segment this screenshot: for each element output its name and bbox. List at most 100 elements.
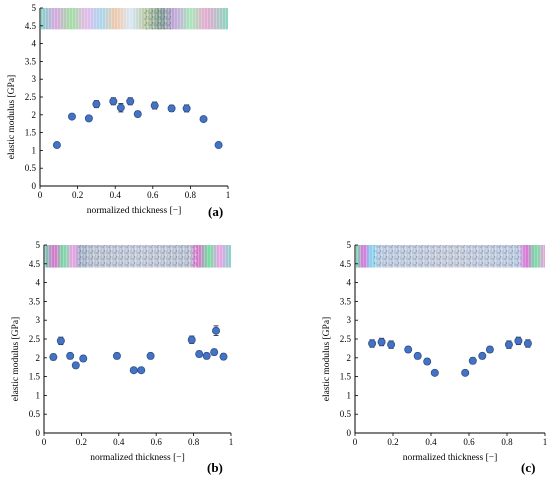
- y-tick-label: 4: [32, 39, 37, 49]
- x-tick-label: 0.6: [463, 437, 475, 447]
- x-tick-label: 0.4: [425, 437, 437, 447]
- y-tick-label: 2: [32, 110, 37, 120]
- data-point: [387, 340, 396, 349]
- y-tick-label: 0: [32, 181, 37, 191]
- y-tick-label: 4: [347, 278, 352, 288]
- y-tick-label: 2: [36, 353, 41, 363]
- y-tick-label: 4.5: [29, 259, 41, 269]
- x-tick-label: 1: [226, 190, 231, 200]
- data-point: [71, 361, 80, 370]
- x-tick-label: 0.6: [151, 437, 163, 447]
- data-point: [468, 356, 477, 365]
- data-point: [219, 352, 228, 361]
- x-tick-label: 0: [353, 437, 358, 447]
- y-tick-label: 4.5: [340, 259, 352, 269]
- y-tick-label: 1: [347, 390, 352, 400]
- data-point: [126, 97, 135, 106]
- x-tick-label: 0.8: [501, 437, 513, 447]
- y-tick-label: 3: [32, 74, 37, 84]
- data-point: [146, 351, 155, 360]
- data-point: [49, 353, 58, 362]
- data-point: [404, 345, 413, 354]
- data-point: [377, 338, 386, 347]
- data-point: [423, 357, 432, 366]
- y-tick-label: 3.5: [29, 296, 41, 306]
- data-point: [478, 351, 487, 360]
- y-axis-label: elastic modulus [GPa]: [322, 317, 332, 401]
- data-point: [116, 103, 125, 112]
- data-point: [187, 335, 196, 344]
- data-point: [92, 100, 101, 109]
- y-tick-label: 0: [36, 428, 41, 438]
- data-point: [461, 368, 470, 377]
- x-tick-label: 0.8: [188, 437, 200, 447]
- x-tick-label: 1: [229, 437, 234, 447]
- y-tick-label: 3.5: [340, 296, 352, 306]
- data-point: [167, 104, 176, 113]
- data-point: [485, 345, 494, 354]
- x-tick-label: 0.2: [72, 190, 83, 200]
- data-point: [413, 351, 422, 360]
- y-tick-label: 2: [347, 353, 352, 363]
- data-point: [109, 97, 118, 106]
- chart-panel-c: 0 0.5 1 1.5 2 2.5 3 3.5 4 4.5 5 0 0.2 0.4 0.6 0.8 1 norma…: [322, 240, 547, 475]
- y-tick-label: 1: [36, 390, 41, 400]
- y-tick-label: 0.5: [25, 163, 37, 173]
- data-point: [212, 326, 221, 335]
- chart-panel-a: 0 0.5 1 1.5 2 2.5 3 3.5 4 4.5 5 0 0.2 0.4 0.6 0.8 1 norma…: [7, 3, 230, 219]
- y-tick-label: 4.5: [25, 21, 37, 31]
- x-tick-label: 0.4: [110, 190, 122, 200]
- data-point: [368, 339, 377, 348]
- x-tick-label: 1: [543, 437, 548, 447]
- data-point: [514, 336, 523, 345]
- x-tick-label: 0.6: [147, 190, 159, 200]
- y-tick-label: 5: [36, 240, 41, 250]
- data-point: [137, 366, 146, 375]
- y-tick-label: 2.5: [25, 92, 37, 102]
- inset-image-stripes: [41, 8, 228, 30]
- data-point: [67, 112, 76, 121]
- data-point: [195, 350, 204, 359]
- y-tick-label: 0.5: [29, 409, 41, 419]
- y-tick-label: 3: [347, 315, 352, 325]
- x-tick-label: 0.8: [185, 190, 197, 200]
- data-point: [199, 115, 208, 124]
- y-tick-label: 0.5: [340, 409, 352, 419]
- y-tick-label: 1.5: [29, 372, 41, 382]
- y-tick-label: 1.5: [340, 372, 352, 382]
- inset-image-texture: [143, 8, 172, 30]
- panel-label: (c): [521, 460, 535, 475]
- x-tick-label: 0.2: [387, 437, 398, 447]
- x-axis-label: normalized thickness [−]: [87, 206, 182, 216]
- data-point: [112, 351, 121, 360]
- x-tick-label: 0.2: [76, 437, 87, 447]
- y-tick-label: 4: [36, 278, 41, 288]
- x-tick-label: 0: [38, 190, 43, 200]
- data-point: [214, 141, 223, 150]
- data-point: [504, 340, 513, 349]
- x-axis-label: normalized thickness [−]: [403, 453, 498, 463]
- y-tick-label: 2.5: [340, 334, 352, 344]
- data-point: [202, 351, 211, 360]
- y-tick-label: 3: [36, 315, 41, 325]
- data-point: [66, 351, 75, 360]
- data-point: [182, 104, 191, 113]
- y-tick-label: 1.5: [25, 128, 37, 138]
- data-point: [79, 354, 88, 363]
- y-tick-label: 3.5: [25, 56, 37, 66]
- data-point: [56, 336, 65, 345]
- chart-panel-b: 0 0.5 1 1.5 2 2.5 3 3.5 4 4.5 5 0 0.2 0.4 0.6 0.8 1 norma…: [11, 240, 233, 475]
- data-point: [150, 101, 159, 110]
- data-point: [84, 114, 93, 123]
- x-tick-label: 0.4: [113, 437, 125, 447]
- data-point: [133, 110, 142, 119]
- data-point: [430, 368, 439, 377]
- y-axis-label: elastic modulus [GPa]: [7, 75, 17, 159]
- x-tick-label: 0: [42, 437, 47, 447]
- panel-label: (b): [207, 460, 223, 475]
- data-point: [523, 339, 532, 348]
- data-point: [52, 141, 61, 150]
- y-tick-label: 5: [32, 3, 37, 13]
- panel-label: (a): [208, 204, 223, 219]
